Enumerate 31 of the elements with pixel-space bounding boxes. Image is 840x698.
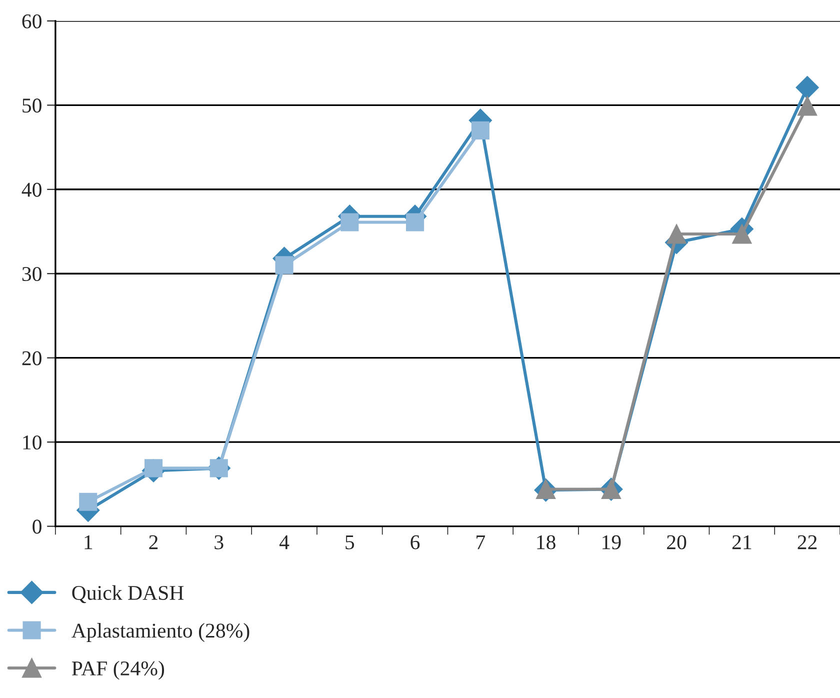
y-tick-label: 50 [22,98,42,113]
x-tick-label: 20 [667,535,686,550]
x-tick-label: 22 [798,535,817,550]
x-tick-label: 3 [214,535,224,550]
point [796,76,819,99]
legend-label: PAF (24%) [72,660,164,680]
point [666,224,686,244]
y-tick-label: 10 [23,435,42,450]
x-tick-label: 21 [732,535,752,550]
legend-label: Aplastamiento (28%) [72,623,250,642]
point [406,213,424,232]
point [340,213,359,232]
x-tick-label: 19 [602,535,621,550]
x-tick-label: 7 [476,535,486,550]
x-tick-label: 4 [279,535,290,550]
legend-label: Quick DASH [72,585,184,604]
point [732,224,752,244]
point [798,96,818,116]
point [471,121,490,140]
y-tick-label: 60 [22,14,42,28]
y-tick-label: 30 [22,266,42,282]
y-tick-label: 20 [22,351,42,366]
y-tick-label: 40 [22,182,42,197]
point [275,256,294,274]
y-tick-label: 0 [32,520,42,534]
x-tick-label: 2 [149,535,158,550]
x-tick-label: 18 [537,535,556,550]
x-tick-label: 6 [410,535,420,550]
x-tick-label: 5 [346,535,354,550]
point [79,492,98,511]
x-tick-label: 1 [84,535,92,550]
